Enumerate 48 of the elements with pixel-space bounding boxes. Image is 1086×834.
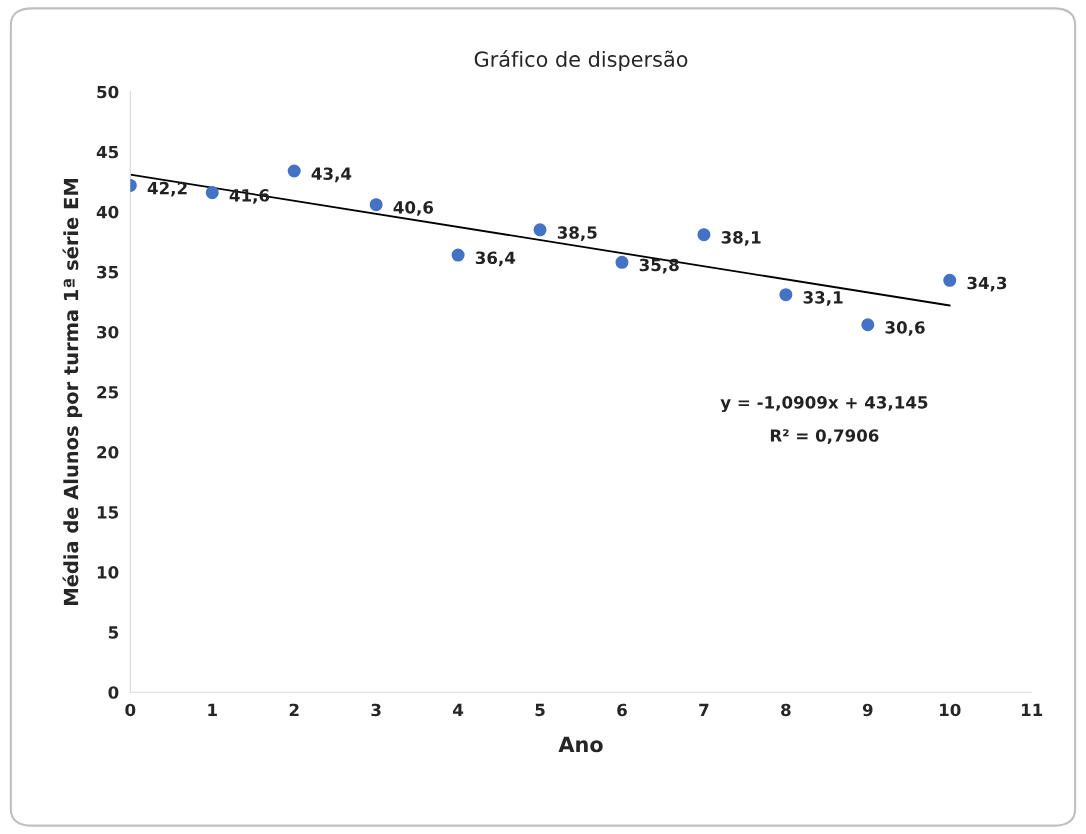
x-axis-title: Ano [558,736,603,753]
x-tick-label: 2 [289,703,299,716]
x-tick-label: 9 [862,703,873,717]
annotation: R² = 0,7906 [770,429,879,444]
x-tick-label: 5 [535,703,545,717]
y-tick-label: 35 [97,265,119,279]
point [287,164,301,178]
data-label: 33,1 [803,291,843,306]
data-label: 36,4 [475,251,516,267]
point [943,273,957,287]
data-label: 35,8 [639,258,679,274]
y-tick-label: 0 [108,686,119,699]
y-tick-label: 10 [97,566,119,579]
x-tick-label: 8 [781,703,791,717]
point [861,318,875,332]
y-tick-label: 50 [97,85,119,99]
data-label: 42,2 [147,181,187,197]
x-tick-label: 1 [208,703,217,716]
point [205,186,219,200]
y-tick-label: 5 [108,626,119,639]
data-label: 34,3 [967,276,1007,292]
x-tick-label: 6 [617,703,627,717]
y-tick-label: 45 [96,145,119,159]
x-tick-label: 3 [371,703,381,717]
x-tick-label: 0 [125,703,136,717]
point [451,248,465,262]
x-tick-label: 4 [453,703,464,716]
chart-title: Gráfico de dispersão [474,50,688,72]
point [369,198,383,212]
data-label: 38,5 [557,226,597,241]
point [779,288,793,302]
x-tick-label: 7 [699,703,709,716]
point [697,228,711,242]
y-tick-label: 25 [97,385,119,399]
y-tick-label: 20 [97,445,119,459]
point [615,255,629,269]
x-tick-label: 10 [940,703,961,717]
x-tick-label: 11 [1021,703,1043,716]
point [533,223,547,237]
data-label: 40,6 [393,201,434,216]
data-label: 30,6 [885,321,925,336]
data-label: 43,4 [311,167,352,183]
annotation: y = -1,0909x + 43,145 [720,396,928,413]
y-axis-title: Média de Alunos por turma 1ª série EM [62,179,83,605]
y-tick-label: 40 [96,205,119,219]
data-label: 38,1 [721,231,761,246]
y-tick-label: 15 [97,506,119,519]
y-tick-label: 30 [97,325,119,339]
